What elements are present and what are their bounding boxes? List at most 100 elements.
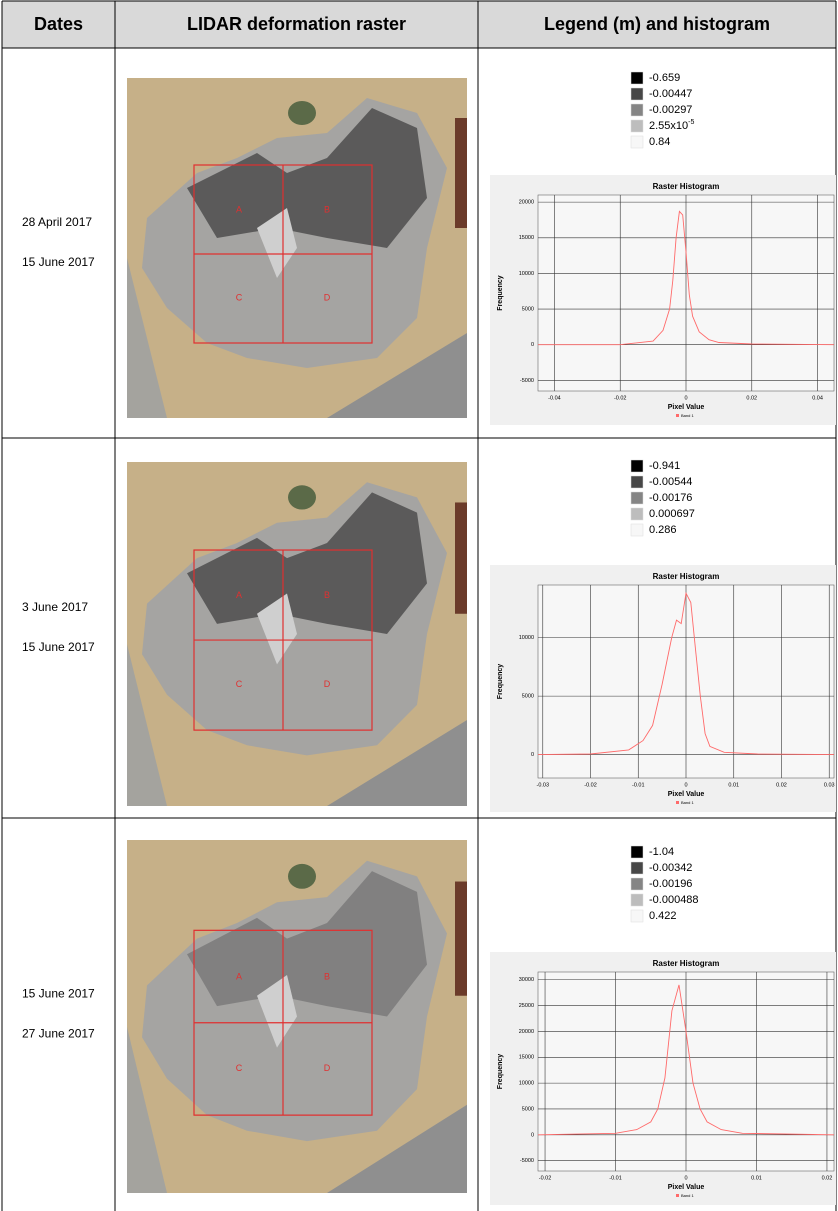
x-tick-label: 0.02	[776, 782, 787, 788]
legend-swatch	[631, 88, 643, 100]
date: 27 June 2017	[22, 1027, 95, 1041]
page: DatesLIDAR deformation rasterLegend (m) …	[0, 0, 838, 1211]
y-tick-label: 20000	[519, 1029, 534, 1035]
legend-label-sup: -5	[688, 119, 694, 126]
x-axis-label: Pixel Value	[668, 1184, 705, 1191]
legend-swatch	[631, 104, 643, 116]
legend-swatch	[631, 878, 643, 890]
legend-label: -0.00544	[649, 476, 692, 488]
legend-label: -0.659	[649, 72, 680, 84]
y-tick-label: 0	[531, 1132, 534, 1138]
y-axis-label: Frequency	[497, 1054, 504, 1090]
building	[455, 882, 467, 996]
raster-image: A B C D	[127, 78, 467, 418]
y-tick-label: 5000	[522, 1106, 534, 1112]
legend-label: -0.941	[649, 460, 680, 472]
legend-swatch	[631, 910, 643, 922]
x-tick-label: -0.01	[609, 1175, 622, 1181]
y-tick-label: 15000	[519, 1055, 534, 1061]
histogram-title: Raster Histogram	[653, 959, 720, 968]
shrub	[288, 485, 316, 509]
histogram-legend: Band 1	[681, 1193, 694, 1198]
legend-swatch	[631, 72, 643, 84]
legend-swatch	[631, 492, 643, 504]
date: 15 June 2017	[22, 255, 95, 269]
legend-label: -0.00196	[649, 878, 692, 890]
y-axis-label: Frequency	[497, 275, 504, 311]
legend-swatch	[631, 136, 643, 148]
legend-label: -1.04	[649, 846, 674, 858]
legend-swatch	[631, 476, 643, 488]
y-tick-label: 5000	[522, 694, 534, 700]
date: 3 June 2017	[22, 600, 88, 614]
legend-label: -0.00297	[649, 104, 692, 116]
building	[455, 502, 467, 613]
x-tick-label: -0.04	[548, 395, 561, 401]
y-tick-label: 5000	[522, 306, 534, 312]
y-tick-label: 30000	[519, 977, 534, 983]
legend-label: -0.00447	[649, 88, 692, 100]
quadrant-label: A	[236, 204, 242, 214]
legend-label: 0.84	[649, 136, 670, 148]
legend-label: 0.422	[649, 910, 677, 922]
header-cell: Dates	[34, 14, 83, 34]
histogram-title: Raster Histogram	[653, 182, 720, 191]
y-tick-label: -5000	[520, 1158, 534, 1164]
legend-marker	[676, 1194, 679, 1197]
y-tick-label: 15000	[519, 235, 534, 241]
y-tick-label: 20000	[519, 200, 534, 206]
quadrant-label: D	[324, 1063, 331, 1073]
histogram-title: Raster Histogram	[653, 572, 720, 581]
header-cell: LIDAR deformation raster	[187, 14, 406, 34]
legend-label: 0.000697	[649, 508, 695, 520]
date: 15 June 2017	[22, 987, 95, 1001]
legend-swatch	[631, 508, 643, 520]
date: 15 June 2017	[22, 640, 95, 654]
x-tick-label: 0.04	[812, 395, 823, 401]
quadrant-label: A	[236, 590, 243, 600]
quadrant-label: C	[236, 1063, 243, 1073]
quadrant-label: D	[324, 292, 331, 302]
x-tick-label: 0	[684, 1175, 687, 1181]
y-tick-label: 0	[531, 342, 534, 348]
quadrant-label: B	[324, 590, 330, 600]
legend-label: -0.00342	[649, 862, 692, 874]
quadrant-label: B	[324, 204, 330, 214]
x-tick-label: 0.02	[746, 395, 757, 401]
legend-swatch	[631, 846, 643, 858]
quadrant-label: C	[236, 292, 243, 302]
legend-swatch	[631, 460, 643, 472]
x-tick-label: 0	[684, 395, 687, 401]
x-tick-label: -0.03	[537, 782, 550, 788]
legend-label-base: 2.55x10	[649, 120, 688, 132]
x-tick-label: -0.02	[614, 395, 627, 401]
legend-swatch	[631, 862, 643, 874]
x-tick-label: -0.02	[584, 782, 597, 788]
y-tick-label: 10000	[519, 635, 534, 641]
shrub	[288, 101, 316, 125]
y-tick-label: 0	[531, 752, 534, 758]
x-axis-label: Pixel Value	[668, 404, 705, 411]
shrub	[288, 864, 316, 889]
x-tick-label: 0.01	[728, 782, 739, 788]
legend-swatch	[631, 894, 643, 906]
building	[455, 118, 467, 228]
quadrant-label: B	[324, 971, 330, 981]
legend-swatch	[631, 120, 643, 132]
legend-label: 0.286	[649, 524, 677, 536]
x-tick-label: -0.02	[539, 1175, 552, 1181]
histogram-legend: Band 1	[681, 413, 694, 418]
x-axis-label: Pixel Value	[668, 791, 705, 798]
legend-label: 2.55x10-5	[649, 119, 694, 132]
date: 28 April 2017	[22, 215, 92, 229]
quadrant-label: D	[324, 679, 331, 689]
legend-label: -0.000488	[649, 894, 699, 906]
histogram-legend: Band 1	[681, 800, 694, 805]
legend-marker	[676, 801, 679, 804]
legend-label: -0.00176	[649, 492, 692, 504]
y-tick-label: 10000	[519, 271, 534, 277]
y-tick-label: -5000	[520, 378, 534, 384]
x-tick-label: 0.01	[751, 1175, 762, 1181]
